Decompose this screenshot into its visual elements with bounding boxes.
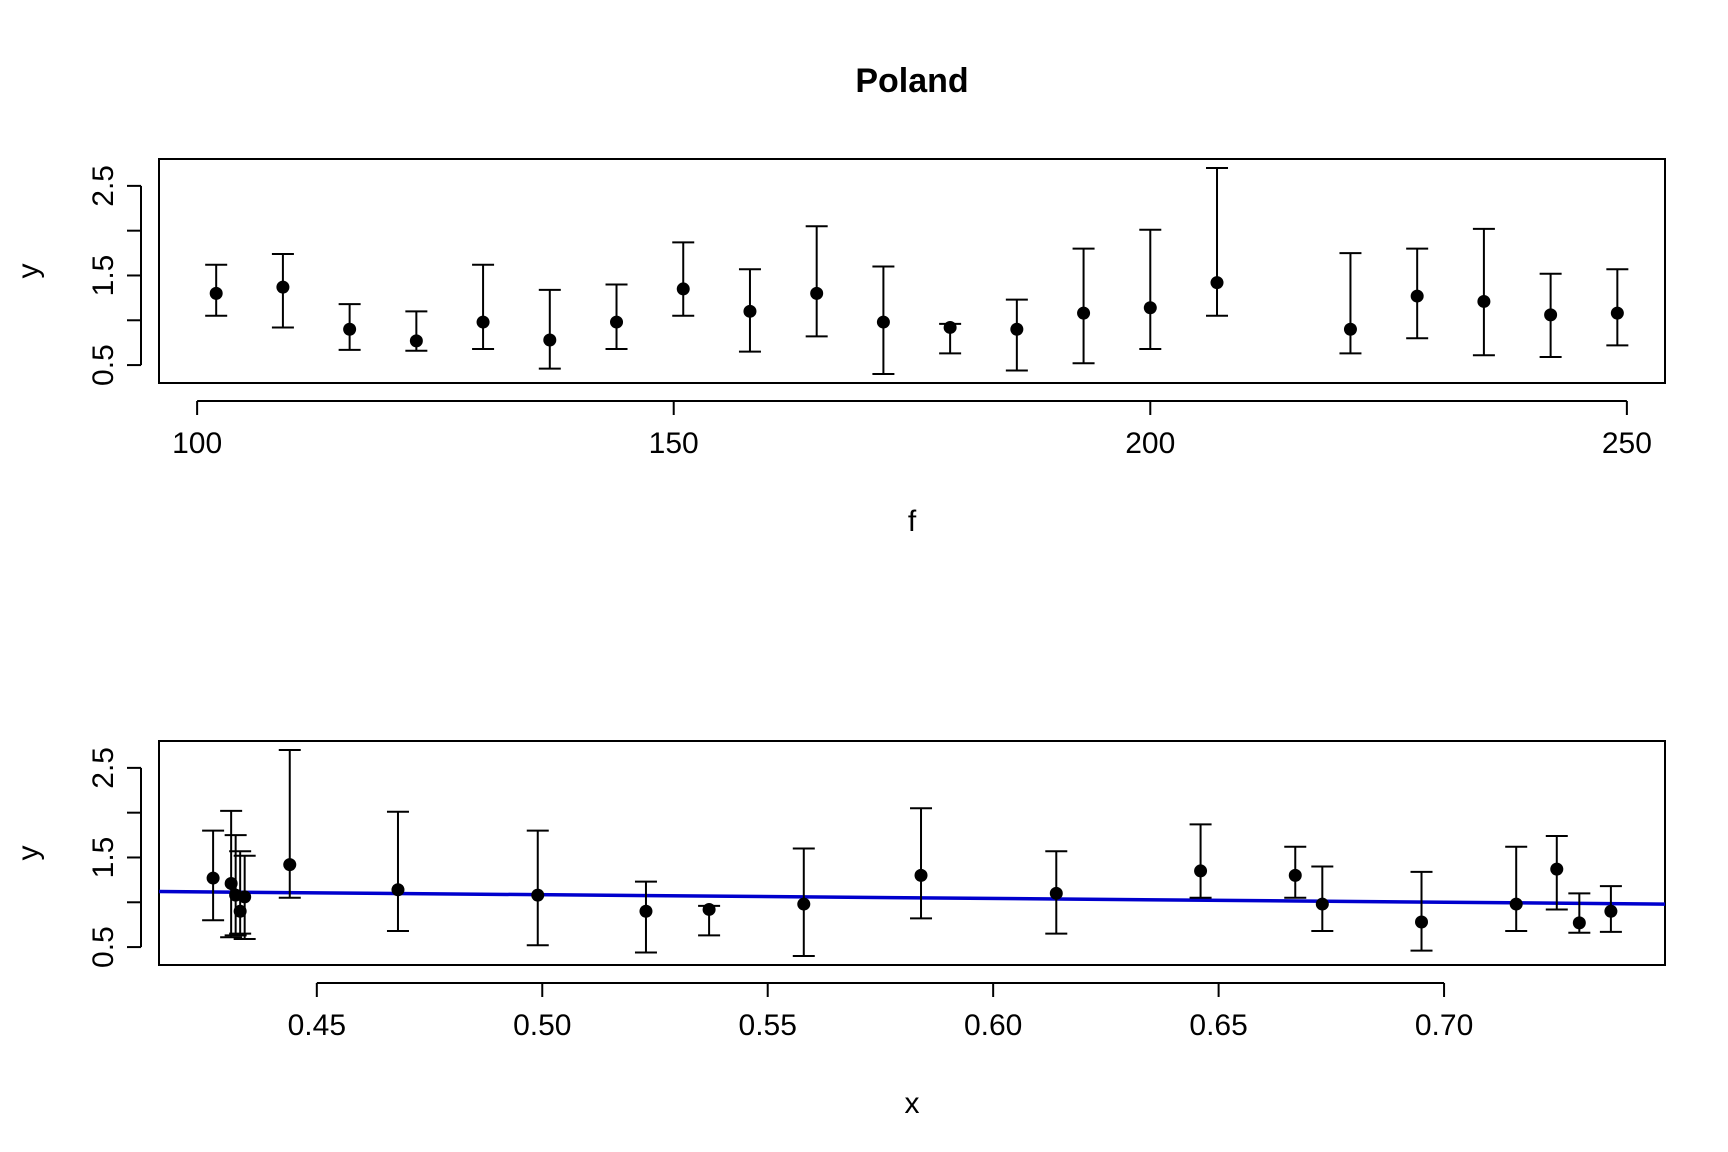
panel-1-x-tick-label: 0.45 — [288, 1009, 346, 1042]
panel-0-data-point — [1544, 308, 1558, 322]
panel-1-plot-frame — [158, 740, 1666, 966]
panel-0-y-tick-label: 0.5 — [87, 344, 120, 386]
panel-0-plot-frame — [158, 158, 1666, 384]
panel-0-x-tick-label: 150 — [649, 427, 699, 460]
panel-1-x-tick-label: 0.65 — [1189, 1009, 1247, 1042]
panel-0-data-point — [743, 304, 757, 318]
panel-1-data-point — [1572, 916, 1586, 930]
panel-1-data-point — [391, 883, 405, 897]
panel-0-x-tick-label: 250 — [1602, 427, 1652, 460]
panel-0-x-tick-label: 100 — [172, 427, 222, 460]
panel-1-data-point — [639, 904, 653, 918]
panel-0-data-point — [543, 333, 557, 347]
panel-1-x-tick-label: 0.50 — [513, 1009, 571, 1042]
panel-0-data-point — [1077, 306, 1091, 320]
panel-1-data-point — [702, 902, 716, 916]
panel-1-data-point — [797, 897, 811, 911]
panel-1-x-tick-label: 0.70 — [1415, 1009, 1473, 1042]
panel-1-y-axis-title: y — [12, 846, 45, 861]
panel-0-x-tick-label: 200 — [1125, 427, 1175, 460]
panel-0-x-axis-title: f — [908, 505, 917, 538]
panel-1-y-tick-label: 0.5 — [87, 926, 120, 968]
panel-0-data-point — [876, 315, 890, 329]
panel-0-data-point — [476, 315, 490, 329]
panel-0-data-point — [1410, 289, 1424, 303]
panel-0-y-axis-title: y — [12, 264, 45, 279]
panel-1-x-axis-title: x — [905, 1087, 920, 1120]
panel-0-data-point — [1610, 306, 1624, 320]
panel-top: 100 150 200 250 0.5 1.5 2.5 f y — [12, 158, 1666, 538]
panel-bottom: 0.45 0.50 0.55 0.60 0.65 0.70 0.5 1.5 2.5 x y — [12, 740, 1666, 1120]
panel-0-data-point — [276, 280, 290, 294]
panel-0-data-point — [1010, 322, 1024, 336]
panel-1-regression-line — [158, 889, 1666, 906]
panel-1-data-point — [206, 871, 220, 885]
panel-0-data-point — [676, 282, 690, 296]
panel-0-data-point — [1210, 276, 1224, 290]
panel-0-data-point — [610, 315, 624, 329]
panel-1-x-tick-label: 0.55 — [739, 1009, 797, 1042]
panel-1-data-point — [1049, 886, 1063, 900]
panel-0-data-point — [409, 334, 423, 348]
panel-0-data-point — [1343, 322, 1357, 336]
panel-0-y-tick-label: 1.5 — [87, 255, 120, 297]
panel-1-data-point — [1604, 904, 1618, 918]
panel-1-data-point — [1415, 915, 1429, 929]
panel-1-data-point — [224, 876, 238, 890]
panel-1-data-point — [1509, 897, 1523, 911]
panel-1-data-point — [531, 888, 545, 902]
chart-title: Poland — [855, 62, 968, 100]
panel-1-data-point — [1288, 868, 1302, 882]
panel-0-data-point — [1477, 294, 1491, 308]
panel-1-data-point — [283, 858, 297, 872]
panel-0-data-point — [343, 322, 357, 336]
panel-1-x-tick-label: 0.60 — [964, 1009, 1022, 1042]
panel-1-data-point — [1315, 897, 1329, 911]
panel-1-y-tick-label: 2.5 — [87, 747, 120, 789]
panel-0-data-point — [943, 320, 957, 334]
panel-0-data-point — [810, 286, 824, 300]
panel-0-data-point — [209, 286, 223, 300]
panel-1-data-point — [238, 890, 252, 904]
panel-1-data-point — [1550, 862, 1564, 876]
panel-1-data-point — [914, 868, 928, 882]
panel-1-y-tick-label: 1.5 — [87, 837, 120, 879]
panel-1-data-point — [1194, 864, 1208, 878]
panel-0-data-point — [1143, 301, 1157, 315]
panel-1-data-point — [233, 904, 247, 918]
panel-0-y-tick-label: 2.5 — [87, 165, 120, 207]
